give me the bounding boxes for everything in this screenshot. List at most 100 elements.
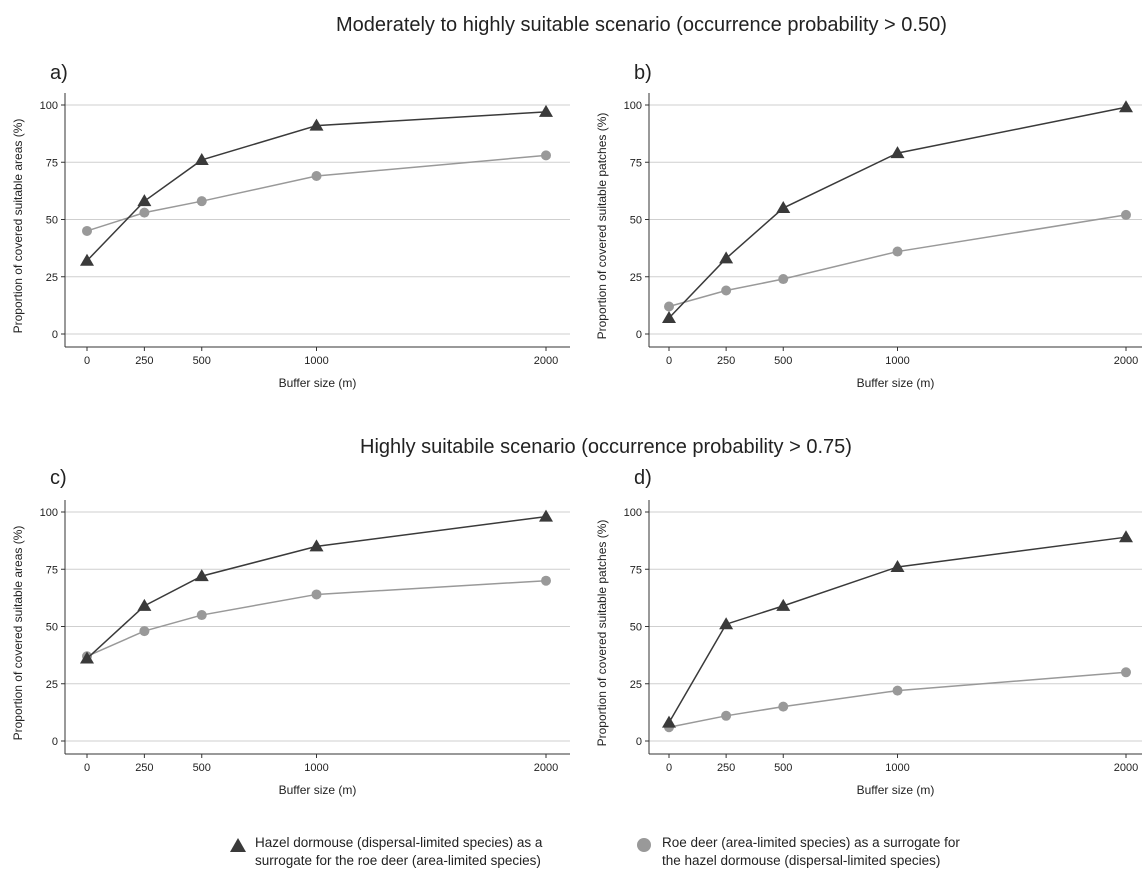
hazel-data-point <box>309 118 324 131</box>
panel-letter-c: c) <box>50 467 67 489</box>
circle-marker-icon <box>637 838 651 852</box>
x-tick-label: 250 <box>135 762 153 774</box>
roe-series-line <box>668 214 1127 308</box>
panel-letter-d: d) <box>634 467 652 489</box>
roe-data-point <box>778 701 789 712</box>
legend-hazel-line1: Hazel dormouse (dispersal-limited specie… <box>255 835 543 850</box>
roe-data-point <box>311 170 322 181</box>
x-axis-title: Buffer size (m) <box>279 376 357 390</box>
y-axis-title: Proportion of covered suitable patches (… <box>595 520 609 747</box>
hazel-data-point <box>539 509 553 522</box>
panel-letter-a: a) <box>50 62 68 84</box>
y-tick-label: 100 <box>624 100 642 112</box>
panel-letter-b: b) <box>634 62 652 84</box>
y-tick-label: 25 <box>630 679 642 691</box>
x-tick-label: 1000 <box>885 762 909 774</box>
roe-data-point <box>721 285 732 296</box>
roe-series-line <box>668 671 1127 728</box>
roe-data-point <box>721 710 732 721</box>
roe-data-point <box>541 575 551 586</box>
x-tick-label: 500 <box>193 762 211 774</box>
hazel-data-point <box>309 539 324 552</box>
x-tick-label: 2000 <box>534 355 558 367</box>
roe-data-point <box>1121 667 1131 678</box>
x-tick-label: 500 <box>193 355 211 367</box>
legend-roe-line1: Roe deer (area-limited species) as a sur… <box>662 835 960 850</box>
x-tick-label: 250 <box>717 762 735 774</box>
x-tick-label: 250 <box>717 355 735 367</box>
hazel-data-point <box>719 617 734 630</box>
roe-data-point <box>778 274 789 285</box>
y-tick-label: 25 <box>630 272 642 284</box>
hazel-data-point <box>137 598 152 611</box>
y-tick-label: 75 <box>630 157 642 169</box>
hazel-data-point <box>137 194 152 207</box>
hazel-data-point <box>80 253 94 266</box>
roe-data-point <box>892 246 903 257</box>
roe-data-point <box>196 196 207 207</box>
roe-data-point <box>139 626 150 637</box>
roe-data-point <box>139 207 150 218</box>
y-tick-label: 0 <box>52 329 58 341</box>
roe-data-point <box>1121 209 1131 220</box>
hazel-data-point <box>719 251 734 264</box>
y-tick-label: 25 <box>46 679 58 691</box>
x-tick-label: 0 <box>84 355 90 367</box>
hazel-data-point <box>1119 530 1133 543</box>
x-tick-label: 250 <box>135 355 153 367</box>
roe-data-point <box>541 150 551 161</box>
y-tick-label: 0 <box>636 736 642 748</box>
hazel-data-point <box>890 146 905 159</box>
y-tick-label: 100 <box>624 507 642 519</box>
y-tick-label: 50 <box>46 215 58 227</box>
y-axis-title: Proportion of covered suitable areas (%) <box>11 526 25 741</box>
x-axis-title: Buffer size (m) <box>857 783 935 797</box>
x-tick-label: 0 <box>84 762 90 774</box>
scenario-title-top: Moderately to highly suitable scenario (… <box>336 14 947 36</box>
hazel-data-point <box>776 201 791 214</box>
roe-data-point <box>892 685 903 696</box>
x-tick-label: 2000 <box>534 762 558 774</box>
hazel-series-line <box>86 515 547 660</box>
x-tick-label: 1000 <box>304 762 328 774</box>
hazel-data-point <box>1119 100 1133 113</box>
roe-data-point <box>196 610 207 621</box>
scenario-title-bottom: Highly suitabile scenario (occurrence pr… <box>360 436 852 458</box>
roe-data-point <box>82 225 92 236</box>
y-tick-label: 50 <box>630 622 642 634</box>
hazel-data-point <box>890 559 905 572</box>
y-axis-title: Proportion of covered suitable patches (… <box>595 113 609 340</box>
x-axis-title: Buffer size (m) <box>857 376 935 390</box>
x-tick-label: 1000 <box>885 355 909 367</box>
x-tick-label: 1000 <box>304 355 328 367</box>
hazel-series-line <box>86 111 547 262</box>
x-tick-label: 0 <box>666 355 672 367</box>
hazel-series-line <box>668 106 1127 319</box>
y-tick-label: 100 <box>40 507 58 519</box>
x-axis-title: Buffer size (m) <box>279 783 357 797</box>
x-tick-label: 500 <box>774 762 792 774</box>
x-tick-label: 0 <box>666 762 672 774</box>
hazel-data-point <box>662 310 676 323</box>
y-tick-label: 0 <box>636 329 642 341</box>
y-tick-label: 0 <box>52 736 58 748</box>
x-tick-label: 2000 <box>1114 355 1138 367</box>
hazel-data-point <box>80 651 94 664</box>
triangle-marker-icon <box>230 838 246 852</box>
y-tick-label: 100 <box>40 100 58 112</box>
roe-data-point <box>311 589 322 600</box>
hazel-data-point <box>194 152 209 165</box>
y-tick-label: 25 <box>46 272 58 284</box>
legend-hazel-line2: surrogate for the roe deer (area-limited… <box>255 853 541 868</box>
hazel-data-point <box>776 598 791 611</box>
legend-roe-line2: the hazel dormouse (dispersal-limited sp… <box>662 853 941 868</box>
y-axis-title: Proportion of covered suitable areas (%) <box>11 119 25 334</box>
hazel-data-point <box>662 715 676 728</box>
hazel-data-point <box>194 569 209 582</box>
y-tick-label: 50 <box>46 622 58 634</box>
x-tick-label: 2000 <box>1114 762 1138 774</box>
y-tick-label: 75 <box>46 564 58 576</box>
